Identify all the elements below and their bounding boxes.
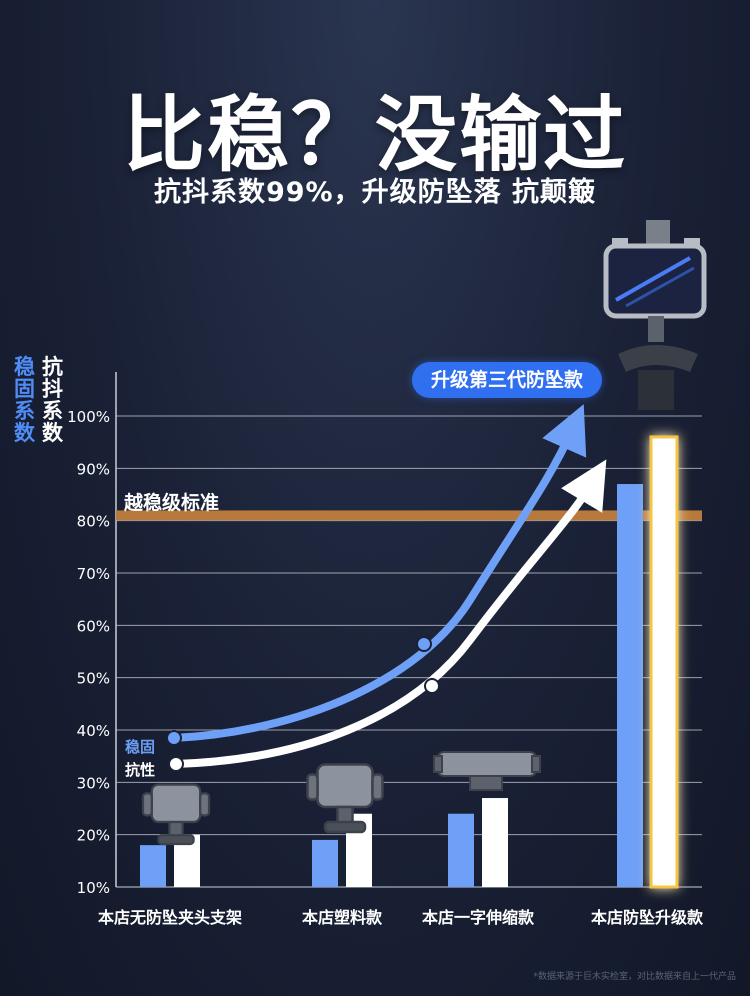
- standard-line-label: 越稳级标准: [124, 492, 220, 514]
- bar-stability: [448, 813, 474, 887]
- y-tick-label: 10%: [77, 879, 110, 897]
- category-label: 本店防坠升级款: [590, 908, 704, 927]
- y-tick-label: 100%: [67, 408, 110, 426]
- bar-stability: [617, 484, 643, 887]
- dashboard-mount-icon: [603, 220, 707, 410]
- telescopic-holder-icon: [433, 751, 541, 791]
- page-title: 比稳？没输过: [122, 88, 627, 183]
- category-label: 本店一字伸缩款: [421, 908, 535, 927]
- legend-stability: 稳固系数: [14, 355, 35, 445]
- y-tick-label: 90%: [77, 460, 110, 478]
- bar-stability: [312, 839, 338, 887]
- y-tick-label: 80%: [77, 513, 110, 531]
- footnote: *数据来源于巨木实检室，对比数据来自上一代产品: [533, 972, 736, 982]
- category-label: 本店塑料款: [301, 908, 383, 927]
- curve-point: [424, 678, 440, 694]
- bar-resistance: [482, 798, 508, 887]
- phone-holder-icon: [306, 763, 384, 834]
- stability-trend-curve: [170, 404, 587, 742]
- y-tick-label: 60%: [77, 617, 110, 635]
- legend-anti-shake: 抗抖系数: [42, 355, 63, 445]
- curve-label-resistance: 抗性: [125, 761, 156, 779]
- curve-point: [168, 756, 184, 772]
- phone-holder-icon: [141, 783, 211, 846]
- y-tick-label: 20%: [77, 827, 110, 845]
- curve-point: [166, 730, 182, 746]
- curve-label-stability: 稳固: [125, 738, 156, 756]
- standard-line: [116, 510, 702, 521]
- category-label: 本店无防坠夹头支架: [97, 908, 243, 927]
- y-tick-label: 70%: [77, 565, 110, 583]
- resistance-trend-curve: [172, 459, 607, 768]
- bar-resistance: [649, 435, 679, 889]
- bar-stability: [140, 845, 166, 887]
- y-tick-label: 40%: [77, 722, 110, 740]
- curve-point: [416, 636, 432, 652]
- page-subtitle: 抗抖系数99%，升级防坠落 抗颠簸: [153, 177, 597, 208]
- upgrade-badge: 升级第三代防坠款: [412, 362, 602, 398]
- y-tick-label: 30%: [77, 774, 110, 792]
- y-tick-label: 50%: [77, 670, 110, 688]
